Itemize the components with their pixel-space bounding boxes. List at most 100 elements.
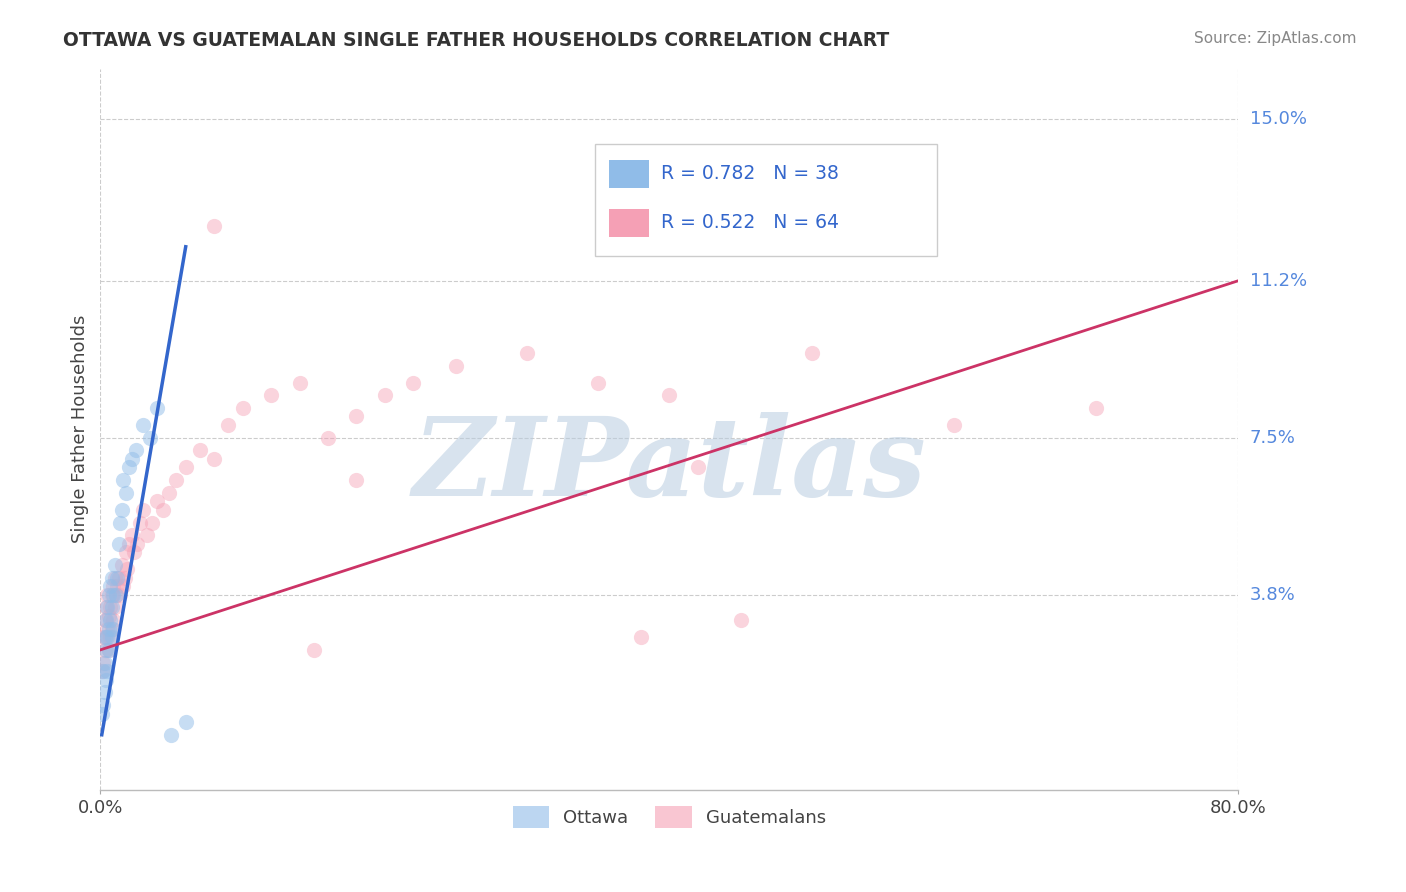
Point xyxy=(96,622,118,636)
Point xyxy=(91,656,114,670)
Point xyxy=(96,600,118,615)
Point xyxy=(94,613,117,627)
Point xyxy=(630,630,652,644)
Point xyxy=(152,503,174,517)
Y-axis label: Single Father Households: Single Father Households xyxy=(72,315,89,543)
Point xyxy=(132,417,155,432)
Point xyxy=(111,558,134,572)
Text: R = 0.782   N = 38: R = 0.782 N = 38 xyxy=(661,164,839,184)
Point xyxy=(157,486,180,500)
Point xyxy=(108,571,131,585)
Point xyxy=(132,503,155,517)
Point xyxy=(91,698,114,712)
Point xyxy=(114,571,136,585)
Point xyxy=(91,630,114,644)
Point xyxy=(107,579,129,593)
Point xyxy=(105,588,128,602)
Point xyxy=(516,346,538,360)
Point xyxy=(260,388,283,402)
Point xyxy=(101,588,124,602)
Point xyxy=(344,409,367,424)
Point xyxy=(316,431,339,445)
Point xyxy=(136,528,159,542)
Text: 15.0%: 15.0% xyxy=(1250,111,1306,128)
Point xyxy=(96,630,118,644)
Text: OTTAWA VS GUATEMALAN SINGLE FATHER HOUSEHOLDS CORRELATION CHART: OTTAWA VS GUATEMALAN SINGLE FATHER HOUSE… xyxy=(63,31,890,50)
Point xyxy=(94,630,117,644)
Point xyxy=(942,417,965,432)
Point xyxy=(121,451,143,466)
Point xyxy=(100,588,122,602)
Point xyxy=(402,376,425,390)
Point xyxy=(93,613,115,627)
Point xyxy=(117,562,139,576)
Point xyxy=(100,571,122,585)
Point xyxy=(97,622,120,636)
Point xyxy=(344,473,367,487)
Point xyxy=(800,346,823,360)
Point xyxy=(108,537,131,551)
Point xyxy=(202,219,225,233)
Point xyxy=(90,664,112,678)
Point xyxy=(118,460,141,475)
Point xyxy=(101,579,124,593)
Point xyxy=(302,643,325,657)
Point xyxy=(100,630,122,644)
Point xyxy=(101,613,124,627)
Point xyxy=(115,545,138,559)
Point xyxy=(98,613,121,627)
Point xyxy=(374,388,396,402)
Point xyxy=(586,376,609,390)
Text: 3.8%: 3.8% xyxy=(1250,586,1295,604)
Point xyxy=(139,431,162,445)
Point xyxy=(100,600,122,615)
Point xyxy=(115,486,138,500)
Point xyxy=(188,443,211,458)
Point xyxy=(93,656,115,670)
Point xyxy=(94,643,117,657)
Point xyxy=(96,664,118,678)
Point xyxy=(112,579,135,593)
Point xyxy=(97,609,120,624)
Point xyxy=(146,401,169,415)
Point xyxy=(97,643,120,657)
Text: 11.2%: 11.2% xyxy=(1250,272,1306,290)
Point xyxy=(97,643,120,657)
Point xyxy=(90,706,112,721)
FancyBboxPatch shape xyxy=(595,145,936,256)
Point xyxy=(93,630,115,644)
Point xyxy=(103,571,125,585)
Point xyxy=(730,613,752,627)
Point xyxy=(98,600,121,615)
Point xyxy=(91,664,114,678)
Point xyxy=(93,685,115,699)
Text: Source: ZipAtlas.com: Source: ZipAtlas.com xyxy=(1194,31,1357,46)
Point xyxy=(107,571,129,585)
Point xyxy=(129,516,152,530)
Point xyxy=(121,528,143,542)
Point xyxy=(686,460,709,475)
Point xyxy=(125,443,148,458)
Point xyxy=(97,588,120,602)
Point xyxy=(103,558,125,572)
Point xyxy=(96,588,118,602)
Point xyxy=(112,473,135,487)
Point xyxy=(110,516,132,530)
Point xyxy=(174,714,197,729)
Point xyxy=(288,376,311,390)
Point xyxy=(94,600,117,615)
Point xyxy=(217,417,239,432)
Point xyxy=(444,359,467,373)
Text: R = 0.522   N = 64: R = 0.522 N = 64 xyxy=(661,213,839,233)
Point xyxy=(658,388,681,402)
Text: ZIPatlas: ZIPatlas xyxy=(412,411,927,519)
Point xyxy=(124,545,146,559)
FancyBboxPatch shape xyxy=(609,210,650,236)
Point xyxy=(1085,401,1108,415)
Point xyxy=(174,460,197,475)
Point xyxy=(98,630,121,644)
Point xyxy=(100,622,122,636)
Point xyxy=(141,516,163,530)
Point xyxy=(232,401,254,415)
Point xyxy=(93,643,115,657)
